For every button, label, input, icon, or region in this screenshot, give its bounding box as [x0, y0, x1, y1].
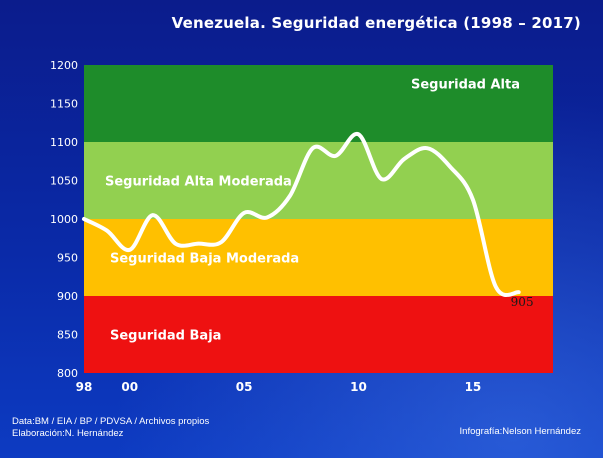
zone-label-1: Seguridad Baja Moderada — [110, 252, 299, 267]
y-tick-label: 900 — [57, 290, 78, 303]
author-text: Elaboración:N. Hernández — [12, 428, 124, 439]
x-tick-label: 98 — [76, 380, 93, 394]
chart-title: Venezuela. Seguridad energética (1998 – … — [171, 14, 581, 32]
band-1 — [84, 219, 553, 296]
credit-text: Infografía:Nelson Hernández — [459, 426, 581, 437]
y-tick-label: 1100 — [50, 136, 78, 149]
band-0 — [84, 296, 553, 373]
end-value-label: 905 — [511, 295, 534, 309]
y-tick-label: 1050 — [50, 175, 78, 188]
y-tick-label: 850 — [57, 329, 78, 342]
x-tick-label: 10 — [350, 380, 367, 394]
y-tick-label: 800 — [57, 367, 78, 380]
footer-source-block: Data:BM / EIA / BP / PDVSA / Archivos pr… — [12, 416, 209, 440]
y-tick-label: 1200 — [50, 59, 78, 72]
x-tick-label: 15 — [465, 380, 482, 394]
zone-label-2: Seguridad Alta Moderada — [105, 175, 292, 190]
y-tick-label: 1000 — [50, 213, 78, 226]
security-series-line — [82, 132, 521, 297]
zone-label-0: Seguridad Baja — [110, 329, 221, 344]
y-tick-label: 950 — [57, 252, 78, 265]
x-tick-label: 05 — [236, 380, 253, 394]
source-text: Data:BM / EIA / BP / PDVSA / Archivos pr… — [12, 416, 210, 427]
zone-label-3: Seguridad Alta — [411, 78, 520, 93]
x-tick-label: 00 — [121, 380, 138, 394]
band-3 — [84, 65, 553, 142]
y-tick-label: 1150 — [50, 98, 78, 111]
